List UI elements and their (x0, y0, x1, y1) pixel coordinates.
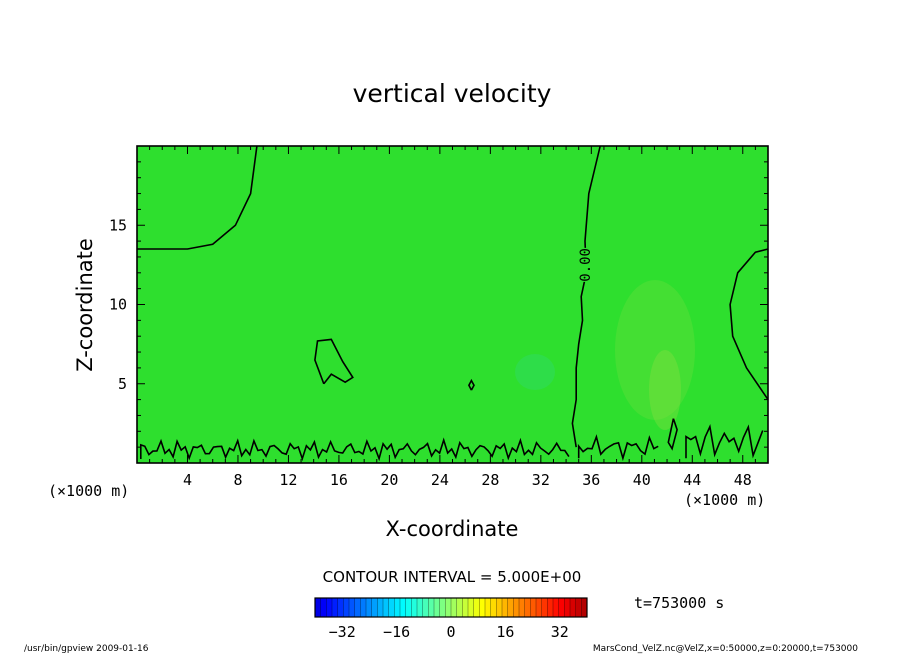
x-tick-label: 40 (633, 471, 651, 489)
x-tick-label: 24 (431, 471, 449, 489)
zero-contour-right-boundary (729, 248, 769, 401)
field-background (137, 146, 768, 463)
colorbar-cell (434, 598, 441, 617)
colorbar-cell (496, 598, 503, 617)
colorbar-cell (439, 598, 446, 617)
colorbar-cell (581, 598, 588, 617)
zero-contour-main-vertical (571, 145, 601, 448)
contour-label-gap (578, 247, 593, 282)
contour-value-label: 0.00 (578, 248, 594, 282)
weak-updraft-core (649, 350, 681, 430)
contour-lines (137, 145, 769, 451)
colorbar-cell (490, 598, 497, 617)
colorbar-tick-label: 16 (496, 623, 514, 641)
colorbar-cell (502, 598, 509, 617)
x-tick-label: 44 (683, 471, 701, 489)
colorbar-tick-label: 0 (446, 623, 455, 641)
x-tick-label: 48 (734, 471, 752, 489)
weak-updraft-shade (615, 280, 695, 420)
weak-downdraft-shade (515, 354, 555, 390)
colorbar-cell (326, 598, 333, 617)
colorbar-cell (547, 598, 554, 617)
contour-label-group: 0.00 (578, 248, 594, 282)
zero-contour-sliver-43 (667, 418, 678, 451)
zero-contour-small-26 (467, 378, 475, 391)
colorbar-cell (320, 598, 327, 617)
x-axis-label: X-coordinate (386, 517, 519, 541)
x-tick-label: 4 (183, 471, 192, 489)
x-tick-label: 8 (233, 471, 242, 489)
x-tick-label: 12 (279, 471, 297, 489)
zero-contour-blob-16 (314, 338, 354, 385)
y-tick-label: 5 (118, 375, 127, 393)
colorbar-cell (530, 598, 537, 617)
x-tick-label: 16 (330, 471, 348, 489)
colorbar-cell (315, 598, 322, 617)
footer-right: MarsCond_VelZ.nc@VelZ,x=0:50000,z=0:2000… (593, 644, 858, 654)
colorbar-cell (451, 598, 458, 617)
y-tick-label: 10 (109, 296, 127, 314)
colorbar-cell (570, 598, 577, 617)
colorbar: −32 −16 0 16 32 (314, 597, 588, 641)
colorbar-cell (349, 598, 356, 617)
boundary-noise-contour (140, 424, 764, 462)
footer-left: /usr/bin/gpview 2009-01-16 (24, 644, 149, 654)
colorbar-cell (343, 598, 350, 617)
colorbar-cell (354, 598, 361, 617)
colorbar-cell (524, 598, 531, 617)
colorbar-cell (513, 598, 520, 617)
x-unit-label: (×1000 m) (684, 491, 765, 509)
contour-interval-text: CONTOUR INTERVAL = 5.000E+00 (323, 568, 582, 586)
colorbar-cell (405, 598, 412, 617)
colorbar-tick-label: −32 (329, 623, 356, 641)
colorbar-cell (417, 598, 424, 617)
colorbar-cell (332, 598, 339, 617)
colorbar-cell (422, 598, 429, 617)
colorbar-cell (536, 598, 543, 617)
colorbar-cell (507, 598, 514, 617)
colorbar-cell (428, 598, 435, 617)
colorbar-cell (564, 598, 571, 617)
colorbar-cell (388, 598, 395, 617)
colorbar-cell (366, 598, 373, 617)
zero-contour-upper-left (137, 145, 258, 250)
x-tick-label: 32 (532, 471, 550, 489)
colorbar-cell (519, 598, 526, 617)
colorbar-tick-label: −16 (383, 623, 410, 641)
y-tick-label: 15 (109, 216, 127, 234)
colorbar-cell (575, 598, 582, 617)
time-label: t=753000 s (634, 594, 724, 612)
colorbar-cell (462, 598, 469, 617)
x-tick-label: 20 (380, 471, 398, 489)
colorbar-cell (411, 598, 418, 617)
x-tick-label: 36 (582, 471, 600, 489)
colorbar-cell (394, 598, 401, 617)
colorbar-cell (360, 598, 367, 617)
y-axis-label: Z-coordinate (73, 238, 97, 372)
colorbar-cell (371, 598, 378, 617)
colorbar-cell (377, 598, 384, 617)
colorbar-tick-label: 32 (551, 623, 569, 641)
colorbar-cell (541, 598, 548, 617)
colorbar-cell (485, 598, 492, 617)
colorbar-cell (400, 598, 407, 617)
colorbar-cell (383, 598, 390, 617)
x-tick-label: 28 (481, 471, 499, 489)
colorbar-cell (445, 598, 452, 617)
colorbar-cell (553, 598, 560, 617)
colorbar-frame (314, 597, 588, 618)
chart-title: vertical velocity (353, 79, 552, 108)
y-unit-label: (×1000 m) (48, 482, 129, 500)
colorbar-cell (456, 598, 463, 617)
colorbar-cell (558, 598, 565, 617)
colorbar-cell (479, 598, 486, 617)
colorbar-cell (337, 598, 344, 617)
colorbar-cell (468, 598, 475, 617)
colorbar-cell (473, 598, 480, 617)
